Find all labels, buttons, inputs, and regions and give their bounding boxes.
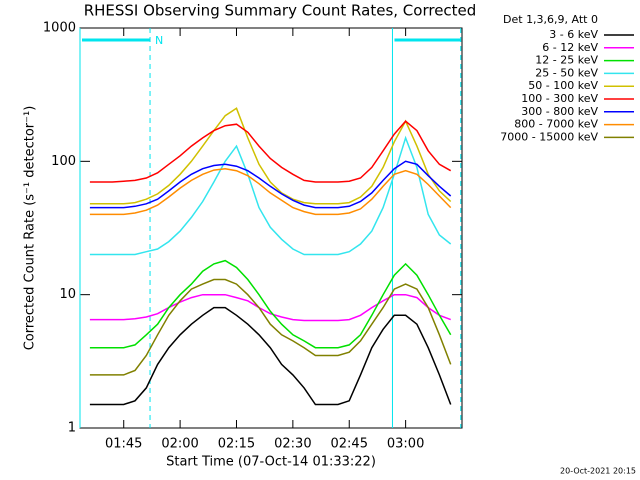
series-line bbox=[89, 167, 452, 216]
legend-label: 7000 - 15000 keV bbox=[500, 130, 598, 143]
y-tick-label: 1000 bbox=[43, 21, 76, 36]
x-tick-label: 02:15 bbox=[218, 437, 255, 452]
x-tick-label: 03:00 bbox=[387, 437, 424, 452]
legend-label: 12 - 25 keV bbox=[535, 54, 598, 67]
y-axis-label: Corrected Count Rate (s⁻¹ detector⁻¹) bbox=[23, 106, 38, 351]
legend-label: 100 - 300 keV bbox=[521, 92, 598, 105]
legend-label: 6 - 12 keV bbox=[542, 41, 598, 54]
y-tick-label: 100 bbox=[51, 154, 76, 169]
series-line bbox=[89, 306, 452, 406]
x-tick-label: 02:30 bbox=[274, 437, 311, 452]
series-line bbox=[89, 278, 452, 376]
interval-label: N bbox=[155, 34, 163, 47]
y-tick-label: 1 bbox=[68, 421, 76, 436]
series-line bbox=[89, 120, 452, 183]
x-axis-label: Start Time (07-Oct-14 01:33:22) bbox=[166, 455, 376, 470]
x-tick-label: 02:00 bbox=[161, 437, 198, 452]
x-tick-label: 01:45 bbox=[105, 437, 142, 452]
series-line bbox=[89, 259, 452, 349]
timestamp: 20-Oct-2021 20:15 bbox=[560, 467, 636, 476]
legend-label: 50 - 100 keV bbox=[528, 79, 598, 92]
chart-title: RHESSI Observing Summary Count Rates, Co… bbox=[84, 2, 477, 20]
series-line bbox=[89, 160, 452, 209]
series-line bbox=[89, 293, 451, 322]
series-line bbox=[89, 135, 452, 256]
legend-title: Det 1,3,6,9, Att 0 bbox=[503, 13, 598, 26]
x-tick-label: 02:45 bbox=[331, 437, 368, 452]
series-line bbox=[89, 107, 452, 205]
legend-label: 300 - 800 keV bbox=[521, 105, 598, 118]
y-tick-label: 10 bbox=[59, 287, 76, 302]
legend-label: 3 - 6 keV bbox=[549, 28, 598, 41]
legend-label: 800 - 7000 keV bbox=[514, 118, 598, 131]
legend-label: 25 - 50 keV bbox=[535, 66, 598, 79]
